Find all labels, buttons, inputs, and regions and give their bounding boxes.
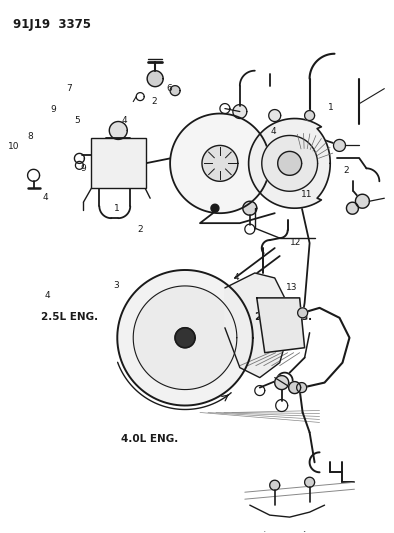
Polygon shape	[249, 118, 330, 208]
Text: 4: 4	[234, 272, 239, 281]
Text: 2.5L ENG.: 2.5L ENG.	[41, 312, 98, 322]
Polygon shape	[278, 151, 302, 175]
Polygon shape	[243, 201, 257, 215]
Polygon shape	[346, 202, 359, 214]
Text: 5: 5	[74, 116, 80, 125]
Polygon shape	[297, 383, 307, 392]
Polygon shape	[133, 286, 237, 390]
Polygon shape	[333, 140, 346, 151]
Polygon shape	[305, 477, 314, 487]
Text: 10: 10	[7, 142, 19, 151]
Text: 2: 2	[137, 225, 143, 234]
Polygon shape	[202, 146, 238, 181]
Polygon shape	[297, 308, 308, 318]
Polygon shape	[233, 104, 247, 118]
Polygon shape	[117, 270, 253, 406]
Text: 11: 11	[301, 190, 313, 199]
Text: 91J19  3375: 91J19 3375	[13, 18, 91, 31]
Text: 1: 1	[328, 103, 333, 112]
Text: 9: 9	[80, 164, 86, 173]
Polygon shape	[175, 328, 195, 348]
Text: 3: 3	[113, 280, 119, 289]
Polygon shape	[147, 71, 163, 87]
Text: 12: 12	[290, 238, 301, 247]
Text: 4: 4	[271, 126, 276, 135]
Text: 4: 4	[45, 291, 50, 300]
Polygon shape	[269, 110, 281, 122]
Polygon shape	[257, 298, 305, 353]
Polygon shape	[225, 273, 290, 377]
Polygon shape	[275, 376, 289, 390]
Text: 4: 4	[122, 116, 127, 125]
Bar	[91, 139, 146, 188]
Text: 2.1L ENG.: 2.1L ENG.	[255, 312, 312, 322]
Text: 8: 8	[27, 132, 33, 141]
Text: 4: 4	[43, 193, 48, 202]
Polygon shape	[170, 86, 180, 95]
Polygon shape	[270, 480, 280, 490]
Polygon shape	[355, 194, 370, 208]
Text: 1: 1	[113, 204, 119, 213]
Polygon shape	[262, 135, 318, 191]
Polygon shape	[305, 110, 314, 120]
Text: 13: 13	[286, 283, 297, 292]
Text: 4.0L ENG.: 4.0L ENG.	[121, 434, 178, 444]
Polygon shape	[289, 382, 301, 393]
Text: 2: 2	[151, 98, 157, 107]
Text: 9: 9	[51, 106, 57, 114]
Polygon shape	[170, 114, 270, 213]
Polygon shape	[211, 204, 219, 212]
Text: 7: 7	[67, 84, 72, 93]
Text: 2: 2	[344, 166, 349, 175]
Text: 6: 6	[167, 84, 173, 93]
Polygon shape	[109, 122, 127, 140]
